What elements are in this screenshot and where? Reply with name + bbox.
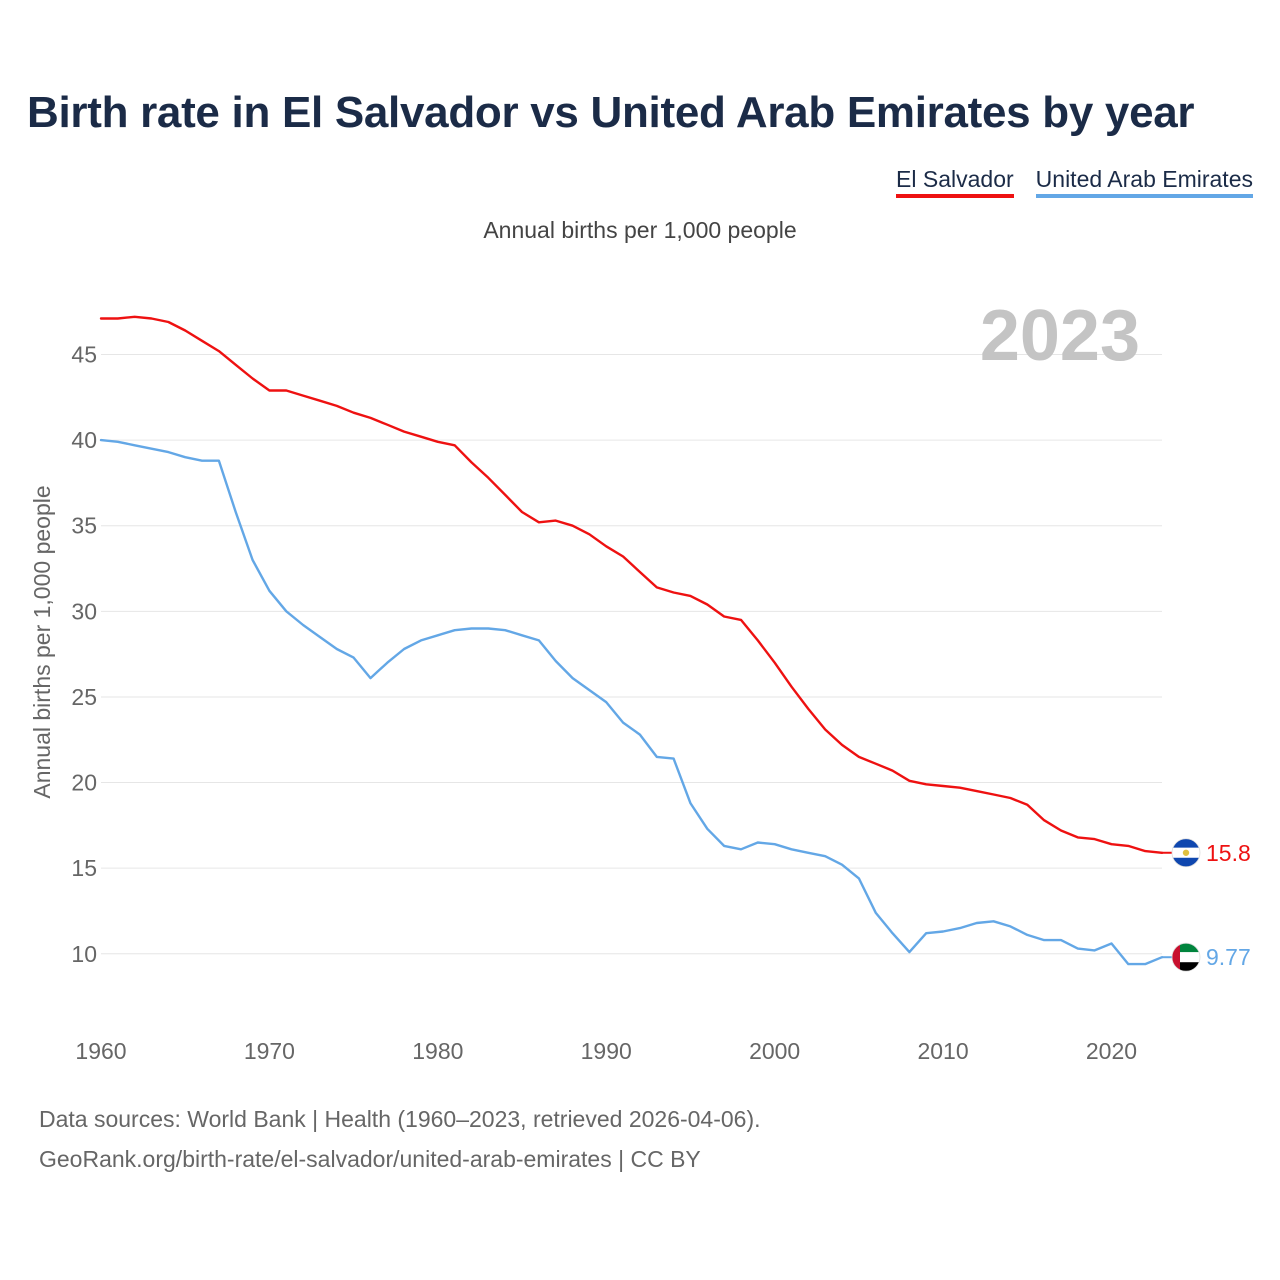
x-tick-label: 1990 — [581, 1038, 632, 1064]
x-tick-label: 2000 — [749, 1038, 800, 1064]
end-value-label-el-salvador: 15.8 — [1206, 840, 1251, 866]
footer-source: Data sources: World Bank | Health (1960–… — [39, 1106, 761, 1132]
x-tick-label: 1960 — [75, 1038, 126, 1064]
end-value-label-united-arab-emirates: 9.77 — [1206, 944, 1251, 970]
footer-credit[interactable]: GeoRank.org/birth-rate/el-salvador/unite… — [39, 1146, 701, 1172]
y-tick-label: 40 — [71, 427, 97, 453]
y-tick-label: 20 — [71, 770, 97, 796]
year-badge: 2023 — [980, 296, 1140, 376]
legend-item-united-arab-emirates[interactable]: United Arab Emirates — [1035, 166, 1253, 198]
y-tick-label: 10 — [71, 941, 97, 967]
x-tick-label: 2020 — [1086, 1038, 1137, 1064]
legend: El Salvador United Arab Emirates — [896, 166, 1253, 198]
chart-subtitle: Annual births per 1,000 people — [483, 217, 797, 243]
x-tick-label: 2010 — [917, 1038, 968, 1064]
series-line-el-salvador[interactable] — [99, 315, 1164, 854]
y-tick-label: 15 — [71, 855, 97, 881]
y-tick-label: 30 — [71, 598, 97, 624]
legend-item-el-salvador[interactable]: El Salvador — [896, 166, 1014, 198]
el-salvador-flag-icon — [1171, 838, 1201, 868]
y-tick-label: 35 — [71, 513, 97, 539]
x-tick-label: 1970 — [244, 1038, 295, 1064]
series-line-united-arab-emirates[interactable] — [99, 438, 1164, 966]
y-tick-label: 25 — [71, 684, 97, 710]
y-axis-title: Annual births per 1,000 people — [29, 485, 55, 798]
line-chart: 1960 1970 1980 1990 2000 2010 2020 10 15 20 25 30 3… — [29, 296, 1251, 1064]
y-tick-label: 45 — [71, 342, 97, 368]
chart-title: Birth rate in El Salvador vs United Arab… — [27, 88, 1195, 137]
uae-flag-icon — [1171, 942, 1201, 972]
x-tick-label: 1980 — [412, 1038, 463, 1064]
